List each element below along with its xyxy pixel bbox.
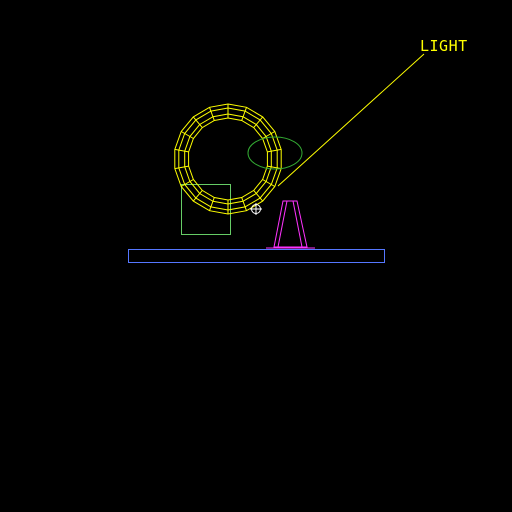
light-direction-line[interactable] <box>277 53 425 187</box>
crosshair-circle-icon[interactable] <box>250 203 262 215</box>
torus-ring-2 <box>184 113 272 205</box>
torus-spoke <box>253 116 264 128</box>
torus-spoke <box>262 179 276 187</box>
torus-spoke <box>192 190 203 202</box>
cone-object[interactable] <box>266 200 315 249</box>
light-label: LIGHT <box>420 37 468 55</box>
torus-spoke <box>241 197 247 211</box>
torus-spoke <box>267 165 282 170</box>
torus-object[interactable] <box>174 103 282 215</box>
torus-ring-3 <box>188 117 268 201</box>
torus-spoke <box>262 131 276 139</box>
torus-spoke <box>180 131 194 139</box>
torus-spoke <box>209 107 215 121</box>
torus-spoke <box>192 116 203 128</box>
torus-spoke <box>253 190 264 202</box>
torus-spoke <box>180 179 194 187</box>
torus-ring-1 <box>178 107 278 211</box>
light-cone-ellipse <box>247 136 303 170</box>
torus-spoke <box>241 107 247 121</box>
torus-spoke <box>209 197 215 211</box>
torus-spoke <box>174 165 189 170</box>
torus-ring-0 <box>174 103 282 215</box>
torus-spoke <box>174 148 189 153</box>
ground-plane-object[interactable] <box>128 249 385 263</box>
torus-spoke <box>267 148 282 153</box>
